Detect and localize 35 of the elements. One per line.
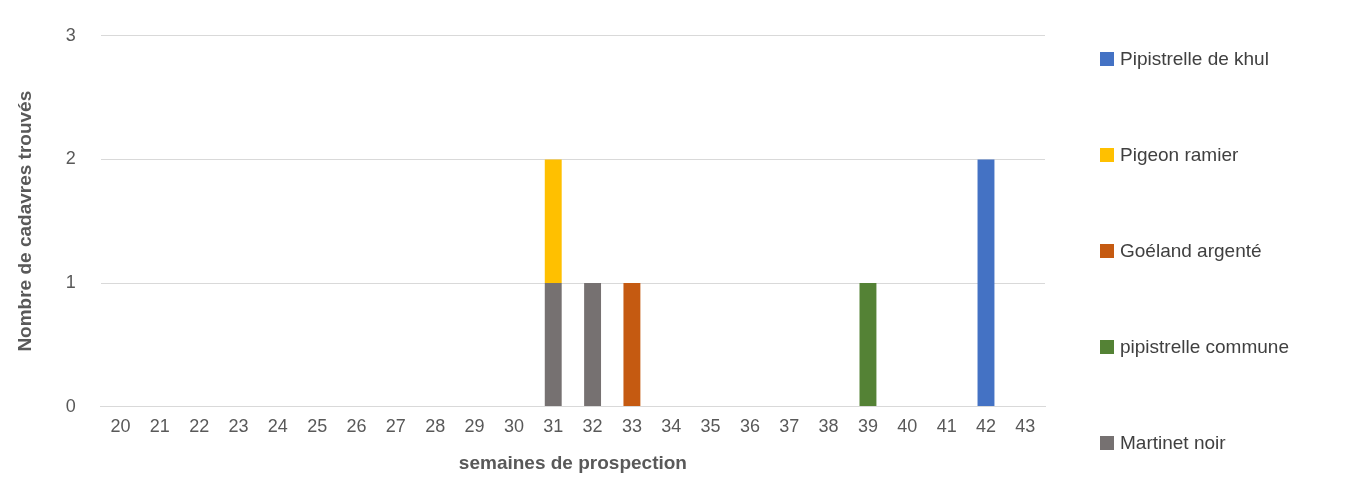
x-tick-label: 40 — [897, 416, 918, 437]
x-tick-label: 29 — [464, 416, 485, 437]
x-tick-label: 39 — [857, 416, 878, 437]
x-tick-label: 27 — [385, 416, 406, 437]
y-tick-label: 3 — [65, 24, 76, 45]
x-tick-label: 35 — [700, 416, 721, 437]
x-tick-label: 41 — [936, 416, 957, 437]
x-tick-label: 20 — [110, 416, 131, 437]
x-tick-label: 21 — [149, 416, 170, 437]
legend-label: pipistrelle commune — [1120, 336, 1289, 358]
x-tick-label: 30 — [503, 416, 524, 437]
x-tick-label: 26 — [346, 416, 367, 437]
x-tick-label: 42 — [975, 416, 996, 437]
x-tick-label: 22 — [189, 416, 210, 437]
y-axis-title: Nombre de cadavres trouvés — [13, 90, 35, 352]
x-tick-label: 31 — [543, 416, 564, 437]
x-tick-label: 23 — [228, 416, 249, 437]
y-tick-label: 2 — [65, 148, 76, 169]
x-axis-title: semaines de prospection — [458, 451, 687, 473]
legend-label: Martinet noir — [1120, 432, 1226, 454]
legend-label: Pipistrelle de khul — [1120, 48, 1269, 70]
legend-label: Goéland argenté — [1120, 240, 1262, 262]
x-tick-label: 32 — [582, 416, 603, 437]
x-tick-label: 43 — [1015, 416, 1036, 437]
x-tick-label: 34 — [661, 416, 682, 437]
x-tick-label: 38 — [818, 416, 839, 437]
x-tick-label: 24 — [267, 416, 288, 437]
x-tick-label: 37 — [779, 416, 800, 437]
y-tick-label: 0 — [65, 395, 76, 416]
legend-label: Pigeon ramier — [1120, 144, 1239, 166]
y-tick-label: 1 — [65, 271, 76, 292]
x-tick-label: 36 — [739, 416, 760, 437]
x-tick-label: 28 — [425, 416, 446, 437]
x-tick-label: 33 — [621, 416, 642, 437]
x-tick-label: 25 — [307, 416, 328, 437]
